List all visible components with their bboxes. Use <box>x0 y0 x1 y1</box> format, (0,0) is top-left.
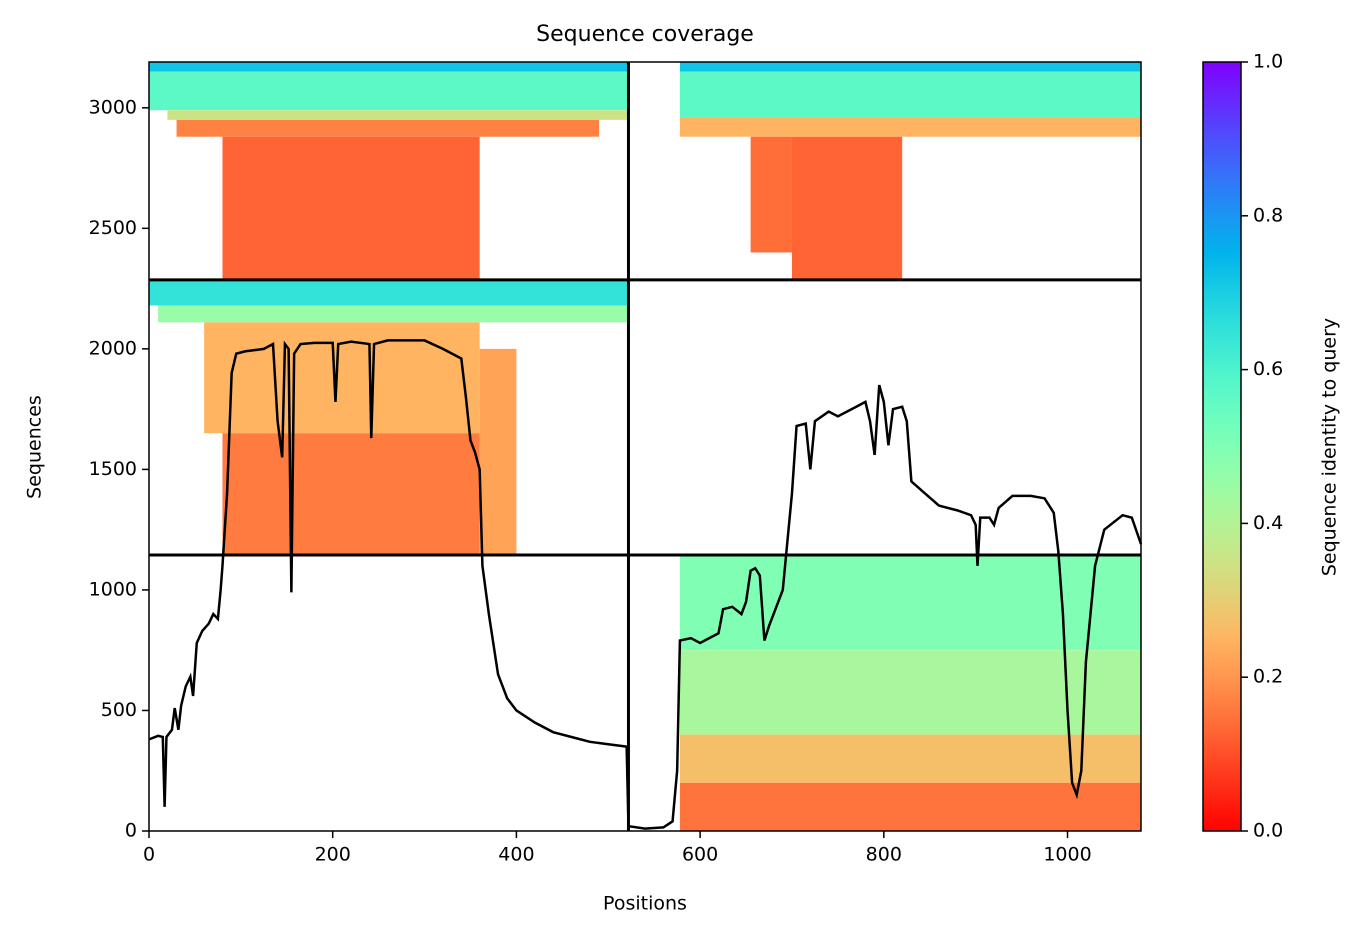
coverage-line <box>148 339 1143 830</box>
colorbar-tick-label: 0.0 <box>1253 820 1283 842</box>
coverage-block <box>679 117 1141 137</box>
x-tick-label: 200 <box>315 844 351 866</box>
plot-frame <box>148 61 1142 832</box>
coverage-block <box>679 782 1141 831</box>
x-tick-label: 400 <box>498 844 534 866</box>
coverage-block <box>222 136 480 279</box>
coverage-block <box>791 136 903 279</box>
colorbar-tick-label: 0.8 <box>1253 204 1283 226</box>
x-tick-label: 600 <box>682 844 718 866</box>
colorbar-tick-label: 1.0 <box>1253 51 1283 73</box>
chart-title: Sequence coverage <box>536 22 754 47</box>
coverage-block <box>679 62 1141 72</box>
coverage-block <box>167 110 629 120</box>
y-tick-label: 2500 <box>89 217 137 239</box>
coverage-block <box>479 348 517 555</box>
y-tick-label: 3000 <box>89 96 137 118</box>
y-tick-label: 500 <box>101 699 137 721</box>
coverage-block <box>158 305 629 323</box>
coverage-block <box>149 279 629 306</box>
y-axis-label: Sequences <box>24 395 46 499</box>
coverage-block <box>679 734 1141 783</box>
y-tick-label: 1000 <box>89 578 137 600</box>
y-tick-label: 1500 <box>89 458 137 480</box>
coverage-block <box>149 71 629 111</box>
y-tick-label: 2000 <box>89 337 137 359</box>
colorbar-tick-label: 0.2 <box>1253 666 1283 688</box>
x-tick-label: 800 <box>866 844 902 866</box>
colorbar <box>1202 61 1242 832</box>
coverage-block <box>149 62 629 72</box>
coverage-block <box>679 554 1141 651</box>
colorbar-label: Sequence identity to query <box>1319 318 1341 576</box>
colorbar-tick-label: 0.6 <box>1253 358 1283 380</box>
coverage-block <box>204 322 480 434</box>
coverage-block <box>176 119 600 137</box>
x-axis-label: Positions <box>603 893 687 915</box>
coverage-block <box>679 71 1141 118</box>
y-tick-label: 0 <box>125 820 137 842</box>
coverage-block <box>222 433 480 555</box>
coverage-block <box>679 650 1141 735</box>
colorbar-tick-label: 0.4 <box>1253 512 1283 534</box>
coverage-block <box>750 136 792 253</box>
x-tick-label: 1000 <box>1043 844 1091 866</box>
x-tick-label: 0 <box>143 844 155 866</box>
